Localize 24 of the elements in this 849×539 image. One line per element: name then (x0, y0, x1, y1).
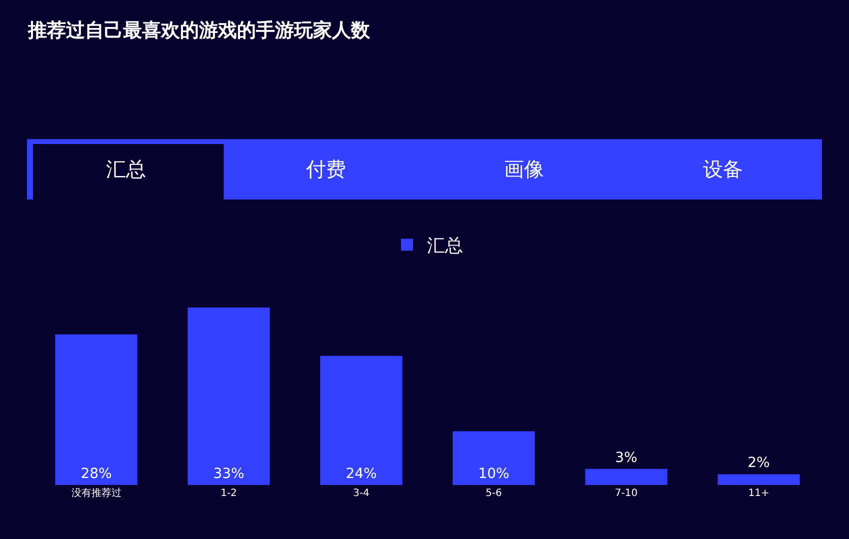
bar (452, 431, 535, 485)
x-tick-label: 5-6 (486, 488, 502, 499)
x-tick-label: 7-10 (614, 488, 638, 499)
bar (718, 474, 800, 485)
x-tick-label: 1-2 (220, 488, 237, 499)
data-label: 3% (615, 450, 638, 466)
data-label: 33% (213, 466, 244, 482)
chart-title: 推荐过自己最喜欢的游戏的手游玩家人数 (27, 20, 371, 42)
data-label: 24% (346, 466, 377, 482)
data-label: 10% (478, 466, 510, 482)
bar (55, 334, 138, 485)
x-tick-label: 11+ (748, 488, 770, 499)
legend-label: 汇总 (427, 236, 463, 257)
bar (188, 307, 270, 485)
data-label: 2% (748, 455, 770, 472)
text: 付费 (305, 157, 346, 181)
x-tick-label: 没有推荐过 (71, 487, 122, 499)
text: 画像 (504, 157, 544, 181)
x-tick-label: 3-4 (353, 488, 370, 499)
bar (320, 356, 402, 485)
bar (585, 468, 668, 485)
text: 汇总 (106, 157, 146, 181)
text: 设备 (703, 157, 743, 181)
data-label: 28% (80, 466, 112, 482)
